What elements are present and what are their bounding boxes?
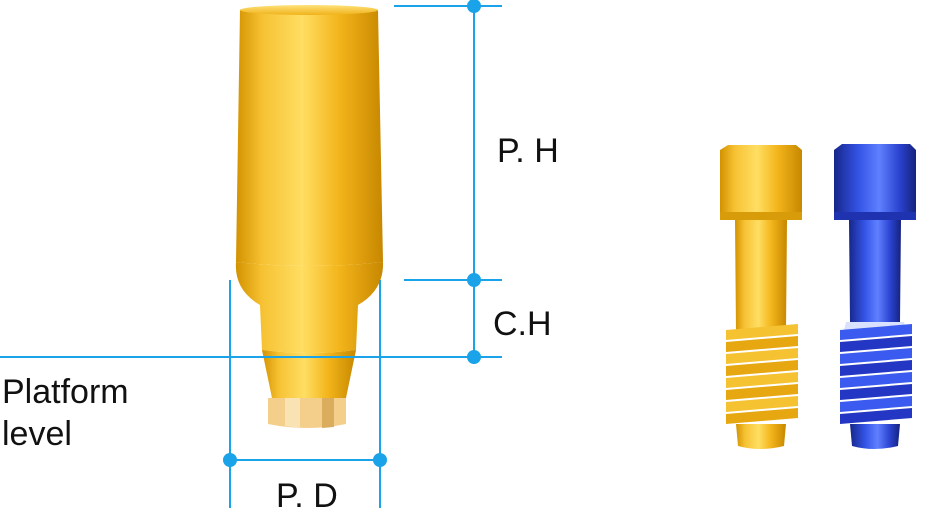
ph-bottom-dot	[467, 273, 481, 287]
gold-screw	[720, 145, 802, 449]
dimension-endpoints	[223, 0, 481, 467]
ch-label: C.H	[493, 305, 552, 343]
blue-screw	[834, 144, 916, 449]
ph-top-dot	[467, 0, 481, 13]
pd-right-dot	[373, 453, 387, 467]
ch-bottom-dot	[467, 350, 481, 364]
blue-screw-threads	[840, 324, 912, 424]
platform-label-line2: level	[2, 415, 72, 453]
gold-abutment	[235, 5, 384, 428]
gold-screw-threads	[726, 324, 798, 424]
dimension-lines	[0, 5, 502, 508]
pd-label: P. D	[276, 477, 338, 515]
platform-label-line1: Platform	[2, 373, 129, 411]
ph-label: P. H	[497, 132, 559, 170]
pd-left-dot	[223, 453, 237, 467]
